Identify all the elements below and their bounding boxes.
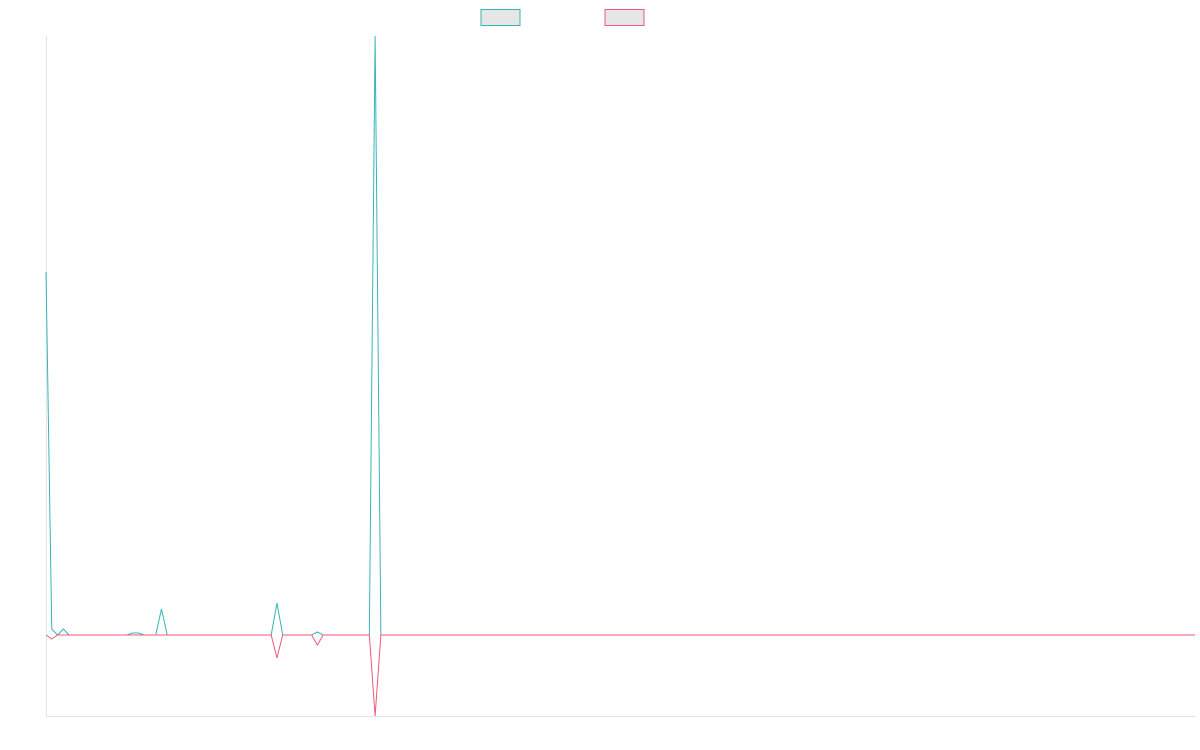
legend-swatch — [480, 9, 521, 26]
series-line — [45, 35, 1195, 636]
series-line — [45, 634, 1195, 717]
legend-swatch — [604, 9, 645, 26]
